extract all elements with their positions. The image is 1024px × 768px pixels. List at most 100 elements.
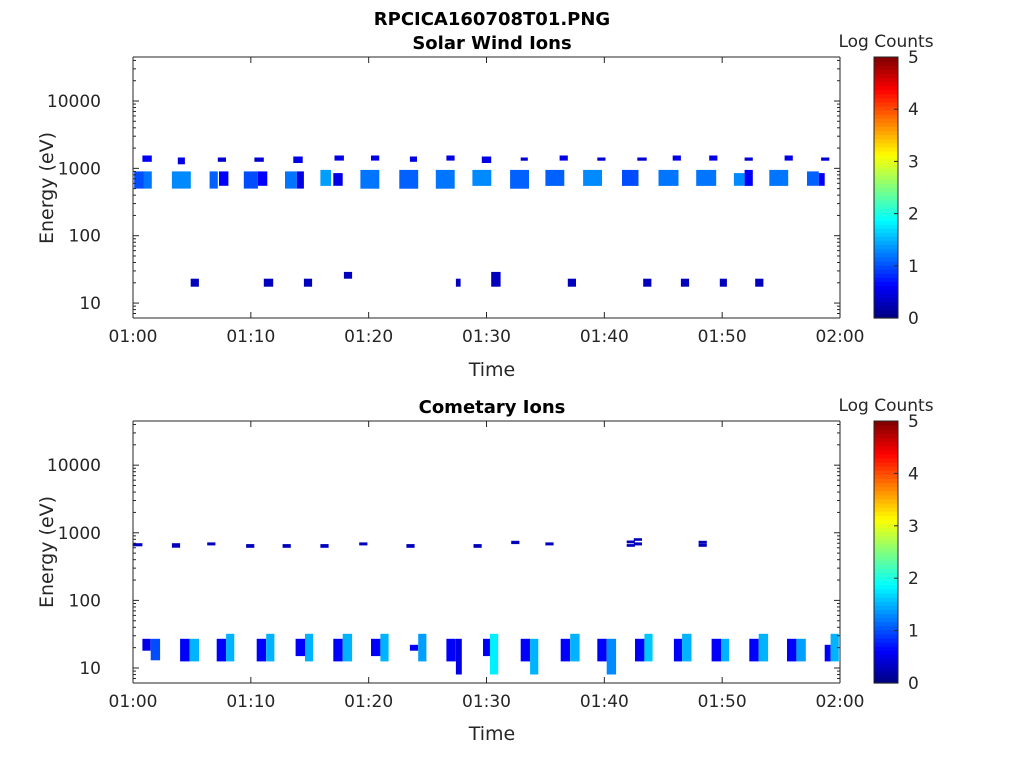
heatmap-cell bbox=[216, 638, 227, 662]
heatmap-cell bbox=[143, 171, 152, 189]
x-tick-label: 02:00 bbox=[816, 692, 865, 712]
heatmap-cell bbox=[150, 638, 161, 661]
colorbar: 0 1 2 3 4 5 bbox=[873, 48, 919, 329]
colorbar-segment bbox=[874, 547, 898, 553]
heatmap-cell bbox=[380, 633, 389, 662]
colorbar-segment bbox=[874, 207, 898, 213]
heatmap-cell bbox=[821, 157, 830, 161]
heatmap-cells bbox=[134, 155, 830, 287]
colorbar-segment bbox=[874, 478, 898, 483]
axes: 01:00 01:10 01:20 01:30 01:40 01:50 02:00 10 100… bbox=[47, 56, 865, 347]
heatmap-cell bbox=[296, 171, 304, 189]
colorbar-segment bbox=[874, 150, 898, 156]
colorbar-segment bbox=[874, 502, 898, 508]
heatmap-cell bbox=[530, 638, 539, 675]
heatmap-cell bbox=[142, 155, 152, 162]
colorbar-segment bbox=[874, 138, 898, 144]
heatmap-cell bbox=[698, 540, 707, 544]
heatmap-cell bbox=[257, 171, 268, 186]
heatmap-cell bbox=[483, 638, 491, 657]
heatmap-cell bbox=[399, 169, 419, 189]
heatmap-cell bbox=[583, 169, 602, 186]
plot-area bbox=[133, 57, 840, 318]
x-tick-label: 01:20 bbox=[344, 692, 393, 712]
heatmap-cell bbox=[371, 155, 380, 161]
heatmap-cell bbox=[133, 543, 143, 547]
heatmap-cell bbox=[830, 633, 839, 662]
colorbar-segment bbox=[874, 597, 898, 602]
colorbar-segment bbox=[874, 490, 898, 496]
heatmap-cell bbox=[698, 543, 707, 547]
heatmap-cell bbox=[560, 638, 571, 662]
colorbar-segment bbox=[874, 519, 898, 524]
heatmap-cell bbox=[142, 638, 151, 651]
colorbar-segment bbox=[874, 506, 898, 512]
x-tick-label: 01:10 bbox=[226, 692, 275, 712]
y-tick-label: 1000 bbox=[58, 159, 101, 179]
heatmap-cell bbox=[672, 155, 681, 161]
cometary-ions-panel: Cometary Ions 01:00 01:10 01:20 01:30 01:40 0… bbox=[36, 396, 934, 745]
y-tick-label: 10000 bbox=[47, 456, 101, 476]
y-tick-label: 10000 bbox=[47, 92, 101, 112]
heatmap-cell bbox=[217, 157, 226, 162]
colorbar-segment bbox=[874, 461, 898, 467]
heatmap-cell bbox=[256, 638, 267, 662]
heatmap-cell bbox=[711, 638, 721, 662]
x-tick-label: 01:30 bbox=[462, 692, 511, 712]
x-tick-label: 02:00 bbox=[816, 327, 865, 347]
colorbar-segment bbox=[874, 613, 898, 619]
colorbar-segment bbox=[874, 621, 898, 627]
colorbar-segment bbox=[874, 482, 898, 488]
colorbar-segment bbox=[874, 666, 898, 672]
y-tick-label: 10 bbox=[79, 294, 101, 314]
colorbar-segment bbox=[874, 167, 898, 172]
colorbar-segment bbox=[874, 69, 898, 74]
colorbar-segment bbox=[874, 146, 898, 152]
heatmap-cell bbox=[658, 169, 679, 186]
colorbar-segment bbox=[874, 494, 898, 500]
heatmap-cell bbox=[446, 638, 456, 662]
heatmap-cell bbox=[784, 155, 793, 161]
colorbar-segment bbox=[874, 633, 898, 639]
heatmap-cell bbox=[749, 638, 759, 662]
colorbar-tick-label: 3 bbox=[908, 517, 919, 537]
colorbar-tick-label: 1 bbox=[908, 622, 919, 642]
heatmap-cell bbox=[219, 171, 229, 186]
heatmap-cell bbox=[282, 544, 291, 548]
heatmap-cell bbox=[333, 638, 343, 662]
heatmap-cell bbox=[360, 169, 380, 189]
heatmap-cell bbox=[511, 540, 520, 545]
colorbar-segment bbox=[874, 642, 898, 647]
heatmap-cell bbox=[755, 278, 764, 287]
x-tick-label: 01:50 bbox=[698, 327, 747, 347]
heatmap-cell bbox=[635, 638, 645, 662]
heatmap-cell bbox=[733, 173, 745, 186]
colorbar-segment bbox=[874, 73, 898, 78]
colorbar-segment bbox=[874, 421, 898, 426]
colorbar-segment bbox=[874, 425, 898, 430]
colorbar-segment bbox=[874, 433, 898, 438]
colorbar-segment bbox=[874, 203, 898, 209]
colorbar-segment bbox=[874, 57, 898, 62]
heatmap-cell bbox=[409, 644, 419, 651]
heatmap-cell bbox=[359, 542, 368, 546]
colorbar-segment bbox=[874, 285, 898, 291]
colorbar-segment bbox=[874, 646, 898, 651]
colorbar-tick-label: 4 bbox=[908, 464, 919, 484]
colorbar-segment bbox=[874, 126, 898, 132]
colorbar-segment bbox=[874, 97, 898, 103]
colorbar-segment bbox=[874, 629, 898, 635]
colorbar-segment bbox=[874, 187, 898, 193]
colorbar-segment bbox=[874, 105, 898, 111]
colorbar-segment bbox=[874, 617, 898, 623]
colorbar-segment bbox=[874, 220, 898, 225]
heatmap-cell bbox=[633, 538, 642, 541]
colorbar-tick-label: 2 bbox=[908, 569, 919, 589]
heatmap-cell bbox=[371, 638, 381, 657]
colorbar-segment bbox=[874, 674, 898, 680]
colorbar-segment bbox=[874, 89, 898, 95]
colorbar-segment bbox=[874, 297, 898, 303]
y-tick-label: 10 bbox=[79, 659, 101, 679]
colorbar-segment bbox=[874, 236, 898, 242]
heatmap-cell bbox=[295, 638, 305, 657]
